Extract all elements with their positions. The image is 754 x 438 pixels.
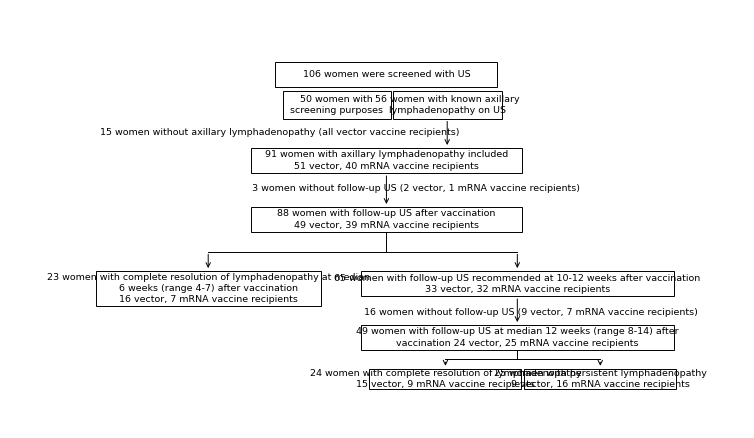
Text: 65 women with follow-up US recommended at 10-12 weeks after vaccination
33 vecto: 65 women with follow-up US recommended a…	[334, 274, 700, 293]
FancyBboxPatch shape	[524, 368, 676, 389]
Text: 23 women with complete resolution of lymphadenopathy at median
6 weeks (range 4-: 23 women with complete resolution of lym…	[47, 273, 369, 304]
Text: 16 women without follow-up US (9 vector, 7 mRNA vaccine recipients): 16 women without follow-up US (9 vector,…	[363, 308, 697, 318]
FancyBboxPatch shape	[250, 207, 523, 232]
FancyBboxPatch shape	[250, 148, 523, 173]
Text: 106 women were screened with US: 106 women were screened with US	[302, 70, 470, 79]
FancyBboxPatch shape	[361, 271, 673, 296]
Text: 88 women with follow-up US after vaccination
49 vector, 39 mRNA vaccine recipien: 88 women with follow-up US after vaccina…	[277, 209, 495, 230]
Text: 15 women without axillary lymphadenopathy (all vector vaccine recipients): 15 women without axillary lymphadenopath…	[100, 128, 460, 138]
FancyBboxPatch shape	[275, 62, 498, 87]
FancyBboxPatch shape	[96, 271, 320, 306]
Text: 50 women with
screening purposes: 50 women with screening purposes	[290, 95, 383, 115]
FancyBboxPatch shape	[283, 91, 391, 119]
Text: 24 women with complete resolution of lymphadenopathy
15 vector, 9 mRNA vaccine r: 24 women with complete resolution of lym…	[310, 369, 581, 389]
FancyBboxPatch shape	[361, 325, 673, 350]
FancyBboxPatch shape	[393, 91, 501, 119]
Text: 25 women with persistent lymphadenopathy
9 vector, 16 mRNA vaccine recipients: 25 women with persistent lymphadenopathy…	[494, 369, 706, 389]
Text: 49 women with follow-up US at median 12 weeks (range 8-14) after
vaccination 24 : 49 women with follow-up US at median 12 …	[356, 328, 679, 348]
Text: 91 women with axillary lymphadenopathy included
51 vector, 40 mRNA vaccine recip: 91 women with axillary lymphadenopathy i…	[265, 150, 508, 170]
Text: 3 women without follow-up US (2 vector, 1 mRNA vaccine recipients): 3 women without follow-up US (2 vector, …	[252, 184, 580, 193]
Text: 56 women with known axillary
lymphadenopathy on US: 56 women with known axillary lymphadenop…	[375, 95, 520, 115]
FancyBboxPatch shape	[369, 368, 522, 389]
